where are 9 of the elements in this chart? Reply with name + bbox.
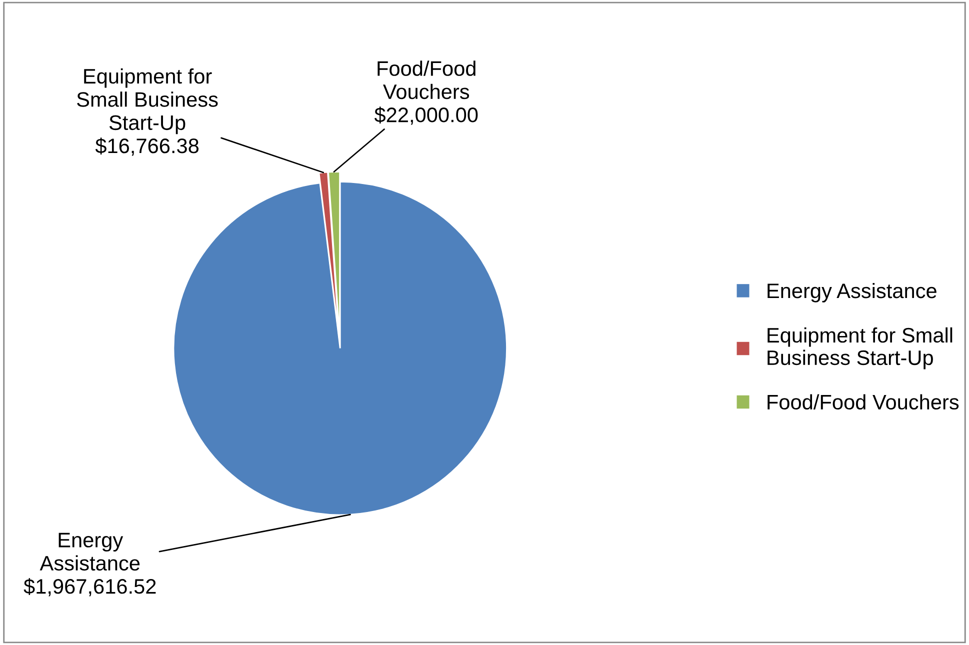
slice-label: Food/Food Vouchers (378, 60, 476, 100)
legend-label: Equipment for Small Business Start-Up (768, 327, 952, 370)
data-label: $22,000.00 (374, 106, 478, 125)
slice-label: Energy Assistance (40, 532, 140, 571)
legend-label: Energy Assistance (768, 282, 936, 302)
slice-label: Equipment for Small Business Start-Up (77, 68, 218, 134)
data-label: $16,766.38 (95, 138, 199, 156)
data-label: $1,967,616.52 (24, 578, 156, 596)
legend-label: Food/Food Vouchers (768, 394, 959, 410)
